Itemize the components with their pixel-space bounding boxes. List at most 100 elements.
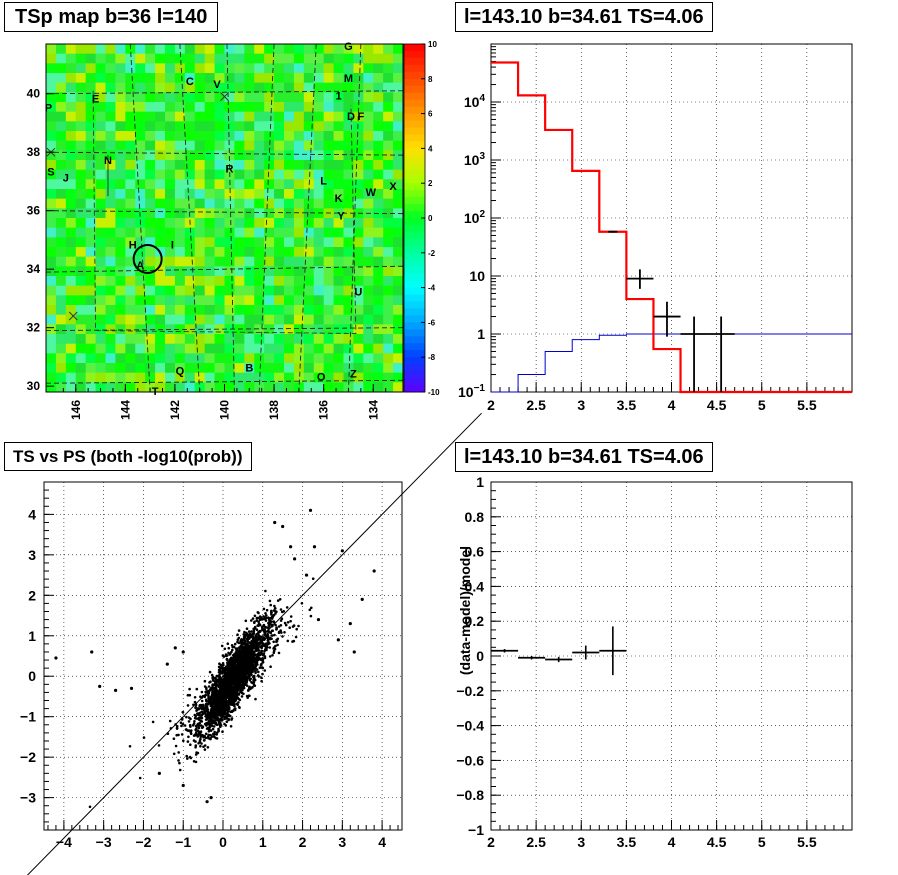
map-cell xyxy=(46,131,57,142)
map-cell xyxy=(165,198,176,209)
map-cell xyxy=(95,102,106,113)
scatter-point xyxy=(289,615,293,618)
map-source-label: Z xyxy=(350,368,357,380)
map-cell xyxy=(303,237,315,248)
map-cell xyxy=(194,208,206,219)
map-cell xyxy=(155,353,166,364)
tsp-map-heatmap xyxy=(46,44,404,393)
map-cell xyxy=(214,53,225,64)
map-cell xyxy=(95,285,106,296)
colorbar-band xyxy=(404,197,425,205)
map-cell xyxy=(85,353,96,364)
map-cell xyxy=(155,121,166,132)
map-x-tick-label: 134 xyxy=(366,400,380,420)
map-cell xyxy=(303,160,315,171)
map-cell xyxy=(293,276,305,287)
scatter-point xyxy=(181,722,185,726)
map-cell xyxy=(204,111,215,122)
map-cell xyxy=(303,218,315,229)
scatter-point xyxy=(210,712,214,716)
map-cell xyxy=(85,102,96,113)
residual-y-tick-label: 0 xyxy=(476,648,484,664)
map-cell xyxy=(115,305,126,316)
map-cell xyxy=(125,63,136,74)
map-cell xyxy=(363,314,374,325)
map-cell xyxy=(194,295,206,306)
scatter-point xyxy=(214,716,217,719)
map-cell xyxy=(244,247,255,258)
scatter-point xyxy=(189,725,192,728)
map-cell xyxy=(194,382,206,393)
scatter-y-tick-label: −3 xyxy=(20,790,36,806)
map-cell xyxy=(75,82,87,93)
map-cell xyxy=(214,63,225,74)
map-cell xyxy=(333,121,344,132)
scatter-point xyxy=(225,676,228,680)
colorbar-tick-label: 2 xyxy=(428,179,433,188)
map-cell xyxy=(85,227,96,238)
scatter-point xyxy=(233,704,236,708)
map-cell xyxy=(55,295,67,306)
map-cell xyxy=(293,121,305,132)
scatter-point xyxy=(217,710,220,713)
map-cell xyxy=(125,285,136,296)
colorbar-band xyxy=(404,141,425,149)
scatter-point xyxy=(218,699,221,702)
map-cell xyxy=(303,276,315,287)
scatter-point xyxy=(223,715,227,718)
map-cell xyxy=(125,160,136,171)
scatter-point xyxy=(271,654,274,657)
map-cell xyxy=(95,372,106,383)
map-cell xyxy=(204,63,215,74)
scatter-point xyxy=(223,647,227,651)
scatter-point xyxy=(304,573,309,577)
map-cell xyxy=(155,218,166,229)
map-cell xyxy=(105,131,116,142)
scatter-y-tick-label: −1 xyxy=(20,709,36,725)
map-source-label: E xyxy=(92,93,99,105)
map-cell xyxy=(194,285,206,296)
map-cell xyxy=(224,82,235,93)
map-cell xyxy=(135,73,146,84)
map-cell xyxy=(234,218,245,229)
scatter-point xyxy=(260,638,263,641)
scatter-point xyxy=(278,598,282,601)
map-cell xyxy=(274,363,285,374)
map-cell xyxy=(194,256,206,267)
map-cell xyxy=(85,131,96,142)
map-cell xyxy=(393,227,404,238)
map-cell xyxy=(135,256,146,267)
scatter-point xyxy=(253,661,257,664)
scatter-point xyxy=(229,671,233,675)
map-cell xyxy=(85,160,96,171)
scatter-point xyxy=(227,681,231,685)
map-cell xyxy=(244,169,255,180)
map-cell xyxy=(184,247,196,258)
scatter-point xyxy=(281,524,285,529)
map-source-label: Q xyxy=(176,365,185,377)
map-cell xyxy=(174,382,186,393)
map-cell xyxy=(254,353,265,364)
map-cell xyxy=(264,305,275,316)
map-cell xyxy=(135,189,146,200)
map-cell xyxy=(145,285,156,296)
map-cell xyxy=(313,82,325,93)
residual-x-tick-label: 4.5 xyxy=(707,834,727,850)
scatter-point xyxy=(197,742,200,745)
scatter-point xyxy=(205,699,208,703)
tick-exponent: −1 xyxy=(474,383,486,394)
map-cell xyxy=(174,160,186,171)
map-cell xyxy=(383,305,394,316)
scatter-point xyxy=(260,658,264,661)
map-cell xyxy=(343,334,354,345)
map-cell xyxy=(303,382,315,393)
map-cell xyxy=(65,179,77,190)
map-cell xyxy=(165,314,176,325)
map-cell xyxy=(224,92,235,103)
spectrum-x-tick-label: 4.5 xyxy=(707,397,727,413)
scatter-point xyxy=(247,651,250,654)
map-cell xyxy=(184,295,196,306)
map-cell xyxy=(155,82,166,93)
map-source-label: H xyxy=(129,240,137,252)
scatter-point xyxy=(198,711,201,715)
